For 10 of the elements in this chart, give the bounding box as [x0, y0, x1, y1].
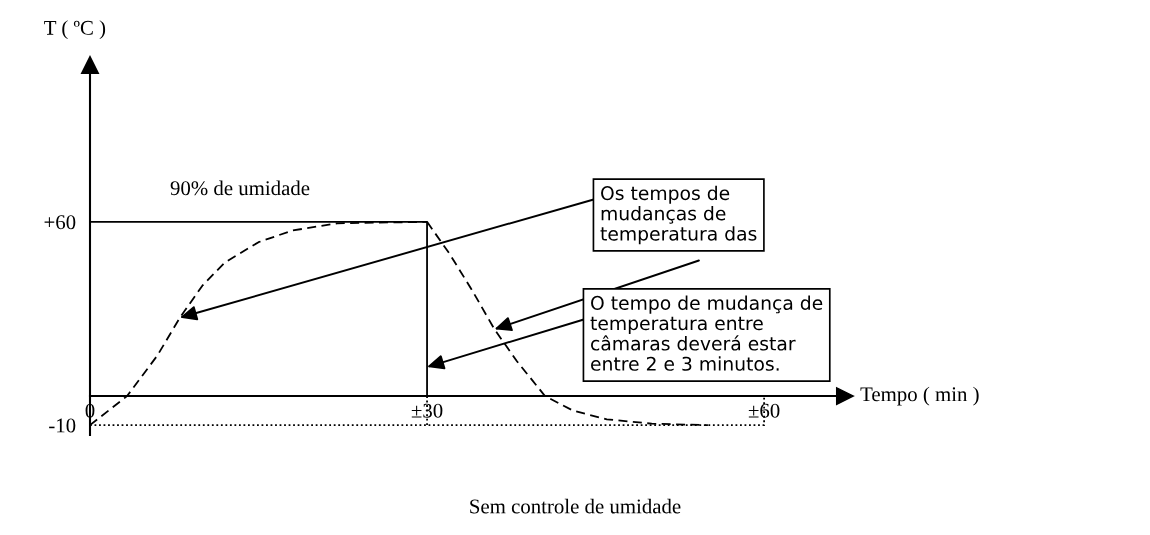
x-tick-label: ±30	[411, 403, 443, 418]
y-tick-label: +60	[44, 215, 76, 230]
y-axis-title: T ( ºC )	[44, 20, 106, 40]
y-tick-label: -10	[49, 418, 76, 433]
annotation: 90% de umidade	[170, 180, 310, 196]
text: Sem controle de umidade	[470, 498, 681, 514]
annotation: O tempo de mudança de temperatura entre câmaras deverá estar entre 2 e 3 minutos.	[590, 295, 823, 371]
x-axis-title: Tempo ( min )	[860, 386, 979, 406]
annotation: Os tempos de mudanças de temperatura das	[600, 185, 757, 245]
x-tick-label: ±60	[748, 403, 780, 418]
